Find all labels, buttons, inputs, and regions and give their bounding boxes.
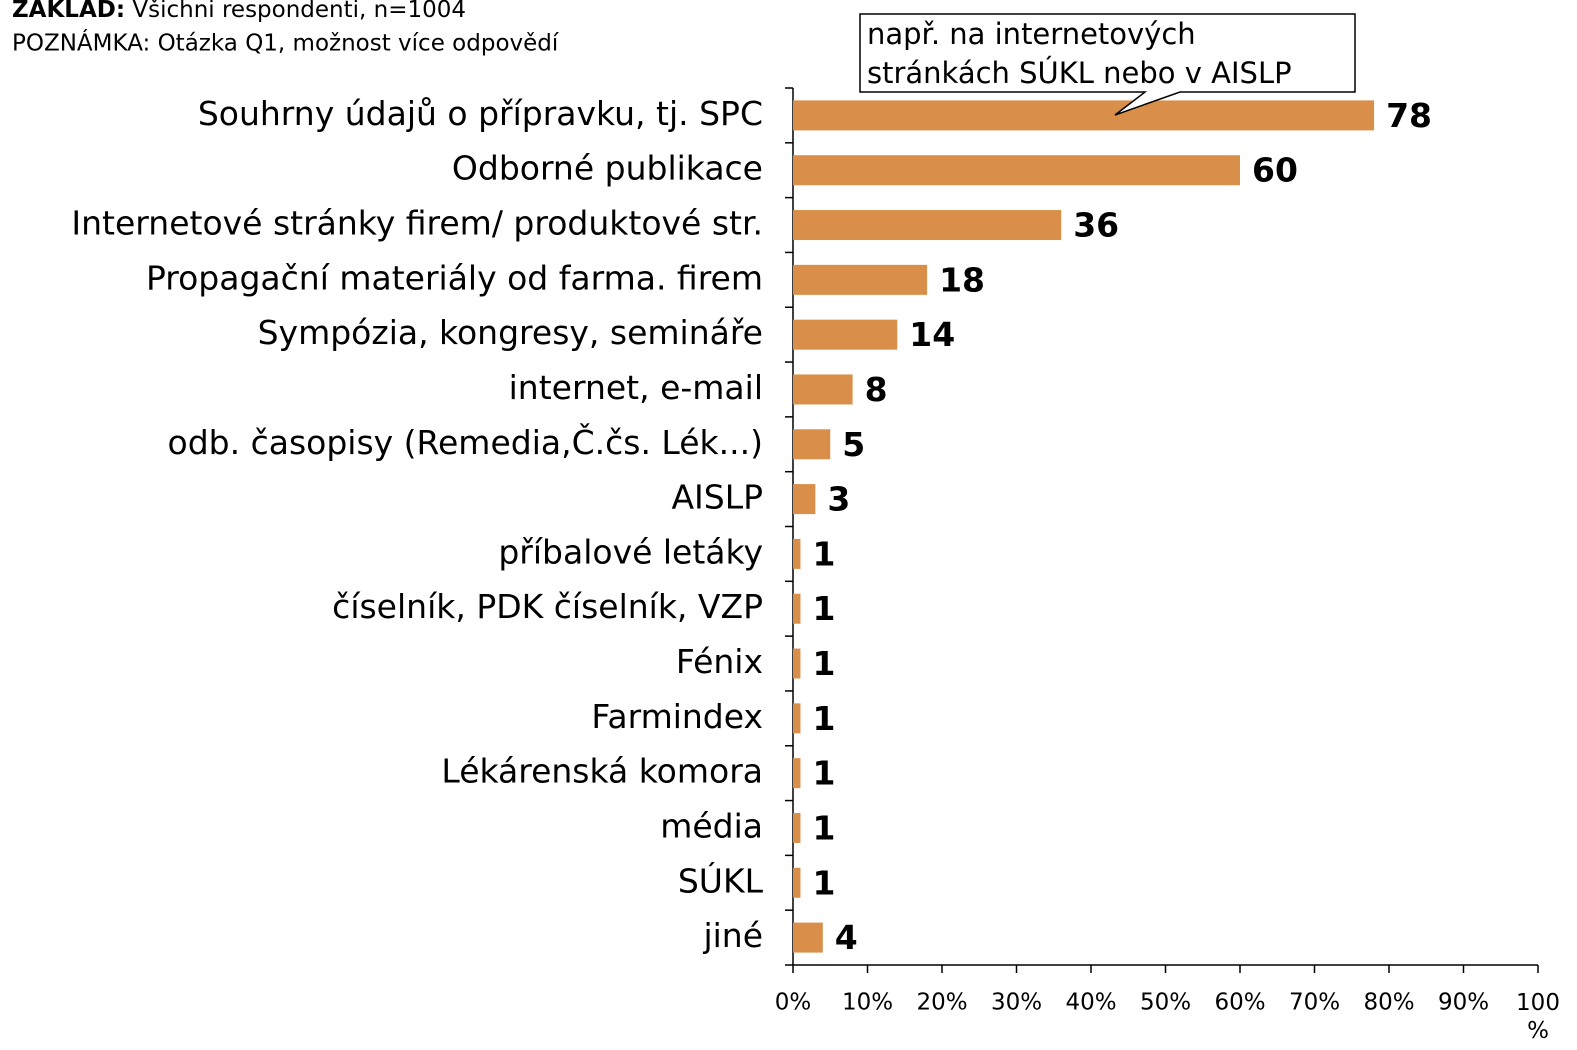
bar	[793, 100, 1374, 130]
chart: ZÁKLAD: Všichni respondenti, n=1004 POZN…	[0, 0, 1577, 1050]
base-label: ZÁKLAD:	[12, 0, 125, 23]
bar	[793, 484, 815, 514]
x-tick-label: 90%	[1438, 990, 1489, 1016]
bar	[793, 923, 823, 953]
value-label: 78	[1386, 96, 1432, 135]
category-label: internet, e-mail	[509, 368, 763, 407]
callout-line: stránkách SÚKL nebo v AISLP	[867, 56, 1292, 90]
value-label: 8	[865, 370, 888, 409]
x-tick-label: 40%	[1065, 990, 1116, 1016]
value-label: 14	[909, 315, 955, 354]
tick-label-part: %	[1527, 1018, 1549, 1044]
category-label: odb. časopisy (Remedia,Č.čs. Lék...)	[168, 422, 763, 462]
category-label: příbalové letáky	[498, 532, 763, 571]
x-tick-label: 20%	[916, 990, 967, 1016]
x-tick-label: 80%	[1363, 990, 1414, 1016]
value-label: 1	[812, 644, 835, 683]
bar	[793, 813, 800, 843]
category-label: jiné	[702, 916, 763, 955]
bar	[793, 868, 800, 898]
category-label: Sympózia, kongresy, semináře	[258, 313, 763, 352]
bar	[793, 210, 1061, 240]
x-tick-label: 100%	[1516, 990, 1560, 1044]
category-label: SÚKL	[678, 860, 764, 900]
header-base: ZÁKLAD: Všichni respondenti, n=1004	[12, 0, 466, 23]
bar	[793, 265, 927, 295]
category-label: média	[660, 806, 763, 845]
value-label: 1	[812, 534, 835, 573]
bar	[793, 703, 800, 733]
bar	[793, 594, 800, 624]
value-label: 1	[812, 589, 835, 628]
tick-label-part: 100	[1516, 990, 1560, 1016]
value-label: 1	[812, 863, 835, 902]
category-label: Fénix	[676, 642, 763, 681]
x-tick-label: 70%	[1289, 990, 1340, 1016]
value-label: 1	[812, 699, 835, 738]
bar	[793, 155, 1240, 185]
bar	[793, 758, 800, 788]
bar	[793, 539, 800, 569]
value-label: 3	[827, 480, 850, 519]
x-tick-label: 30%	[991, 990, 1042, 1016]
category-label: číselník, PDK číselník, VZP	[332, 587, 763, 626]
bar	[793, 649, 800, 679]
category-label: Propagační materiály od farma. firem	[146, 258, 763, 297]
base-text: Všichni respondenti, n=1004	[132, 0, 466, 23]
header-note: POZNÁMKA: Otázka Q1, možnost více odpově…	[12, 29, 559, 57]
value-label: 1	[812, 754, 835, 793]
value-label: 60	[1252, 151, 1298, 190]
x-tick-label: 0%	[775, 990, 812, 1016]
category-label: Souhrny údajů o přípravku, tj. SPC	[198, 94, 763, 133]
value-label: 36	[1073, 206, 1119, 245]
category-label: Odborné publikace	[452, 149, 763, 188]
x-tick-label: 60%	[1214, 990, 1265, 1016]
callout-line: např. na internetových	[867, 17, 1196, 51]
category-label: Farmindex	[591, 697, 763, 736]
value-label: 5	[842, 425, 865, 464]
bar	[793, 320, 897, 350]
value-label: 1	[812, 808, 835, 847]
x-tick-label: 50%	[1140, 990, 1191, 1016]
value-label: 4	[835, 918, 858, 957]
category-label: Internetové stránky firem/ produktové st…	[71, 204, 763, 243]
bar	[793, 429, 830, 459]
x-tick-label: 10%	[842, 990, 893, 1016]
bar	[793, 374, 853, 404]
value-label: 18	[939, 260, 985, 299]
category-label: Lékárenská komora	[441, 752, 763, 791]
category-label: AISLP	[671, 478, 763, 517]
